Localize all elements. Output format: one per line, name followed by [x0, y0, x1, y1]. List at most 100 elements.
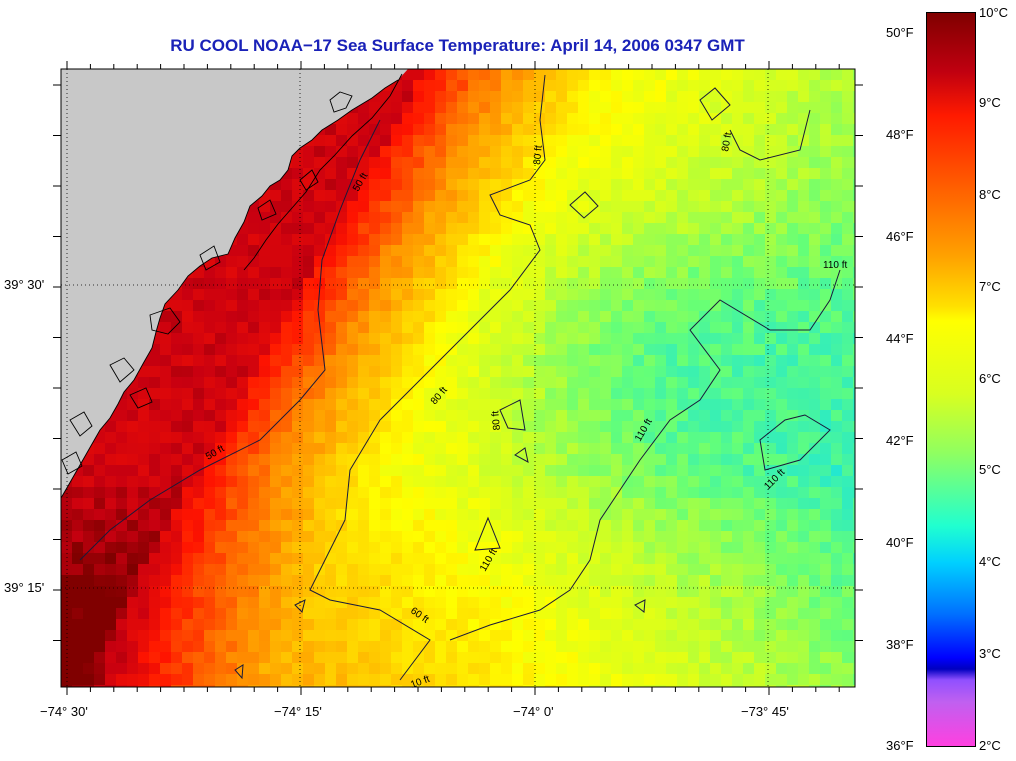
sst-pixel [468, 399, 480, 411]
sst-pixel [754, 91, 766, 103]
sst-pixel [182, 509, 194, 521]
sst-pixel [611, 300, 623, 312]
sst-pixel [820, 399, 832, 411]
sst-pixel [314, 531, 326, 543]
sst-pixel [677, 289, 689, 301]
sst-pixel [512, 157, 524, 169]
sst-pixel [83, 553, 95, 565]
sst-pixel [534, 69, 546, 81]
sst-pixel [699, 553, 711, 565]
sst-pixel [105, 443, 117, 455]
sst-pixel [611, 498, 623, 510]
sst-pixel [182, 586, 194, 598]
sst-pixel [732, 388, 744, 400]
sst-pixel [83, 498, 95, 510]
sst-pixel [556, 630, 568, 642]
sst-pixel [479, 234, 491, 246]
sst-pixel [699, 311, 711, 323]
sst-pixel [457, 135, 469, 147]
sst-pixel [831, 146, 843, 158]
sst-pixel [534, 168, 546, 180]
sst-pixel [149, 454, 161, 466]
sst-pixel [325, 223, 337, 235]
sst-pixel [314, 652, 326, 664]
sst-pixel [171, 520, 183, 532]
sst-pixel [358, 102, 370, 114]
sst-pixel [72, 575, 84, 587]
sst-pixel [798, 553, 810, 565]
sst-pixel [479, 355, 491, 367]
sst-pixel [215, 608, 227, 620]
sst-pixel [776, 608, 788, 620]
sst-pixel [193, 553, 205, 565]
sst-pixel [589, 102, 601, 114]
sst-pixel [820, 608, 832, 620]
sst-pixel [644, 333, 656, 345]
sst-pixel [193, 498, 205, 510]
sst-pixel [578, 531, 590, 543]
sst-pixel [457, 542, 469, 554]
sst-pixel [644, 289, 656, 301]
sst-pixel [325, 663, 337, 675]
sst-pixel [842, 190, 854, 202]
sst-pixel [853, 311, 855, 323]
sst-pixel [820, 80, 832, 92]
sst-pixel [743, 454, 755, 466]
sst-pixel [424, 355, 436, 367]
sst-pixel [842, 377, 854, 389]
sst-pixel [567, 652, 579, 664]
sst-pixel [479, 531, 491, 543]
sst-pixel [303, 553, 315, 565]
sst-pixel [435, 520, 447, 532]
sst-pixel [380, 256, 392, 268]
sst-pixel [820, 190, 832, 202]
sst-pixel [820, 91, 832, 103]
sst-pixel [776, 135, 788, 147]
sst-pixel [457, 597, 469, 609]
sst-pixel [358, 575, 370, 587]
sst-pixel [435, 168, 447, 180]
sst-pixel [787, 685, 799, 687]
sst-pixel [523, 234, 535, 246]
sst-pixel [633, 465, 645, 477]
sst-pixel [721, 278, 733, 290]
sst-pixel [853, 80, 855, 92]
sst-pixel [479, 102, 491, 114]
sst-pixel [501, 267, 513, 279]
sst-pixel [666, 685, 678, 687]
sst-pixel [523, 597, 535, 609]
sst-pixel [567, 256, 579, 268]
sst-pixel [94, 619, 106, 631]
sst-pixel [292, 366, 304, 378]
sst-pixel [490, 311, 502, 323]
sst-pixel [655, 179, 667, 191]
sst-pixel [270, 421, 282, 433]
sst-pixel [600, 333, 612, 345]
sst-pixel [479, 245, 491, 257]
sst-pixel [666, 575, 678, 587]
sst-pixel [721, 641, 733, 653]
sst-pixel [435, 289, 447, 301]
sst-pixel [424, 410, 436, 422]
sst-pixel [831, 135, 843, 147]
sst-pixel [446, 597, 458, 609]
sst-pixel [369, 630, 381, 642]
sst-pixel [325, 608, 337, 620]
sst-pixel [831, 542, 843, 554]
sst-pixel [578, 157, 590, 169]
sst-pixel [501, 113, 513, 125]
sst-pixel [809, 531, 821, 543]
sst-pixel [765, 542, 777, 554]
sst-pixel [831, 564, 843, 576]
sst-pixel [523, 322, 535, 334]
sst-pixel [633, 223, 645, 235]
sst-pixel [666, 113, 678, 125]
sst-pixel [270, 487, 282, 499]
sst-pixel [853, 619, 855, 631]
sst-pixel [853, 289, 855, 301]
sst-pixel [666, 344, 678, 356]
sst-pixel [622, 553, 634, 565]
sst-pixel [743, 267, 755, 279]
sst-pixel [754, 498, 766, 510]
sst-pixel [853, 685, 855, 687]
